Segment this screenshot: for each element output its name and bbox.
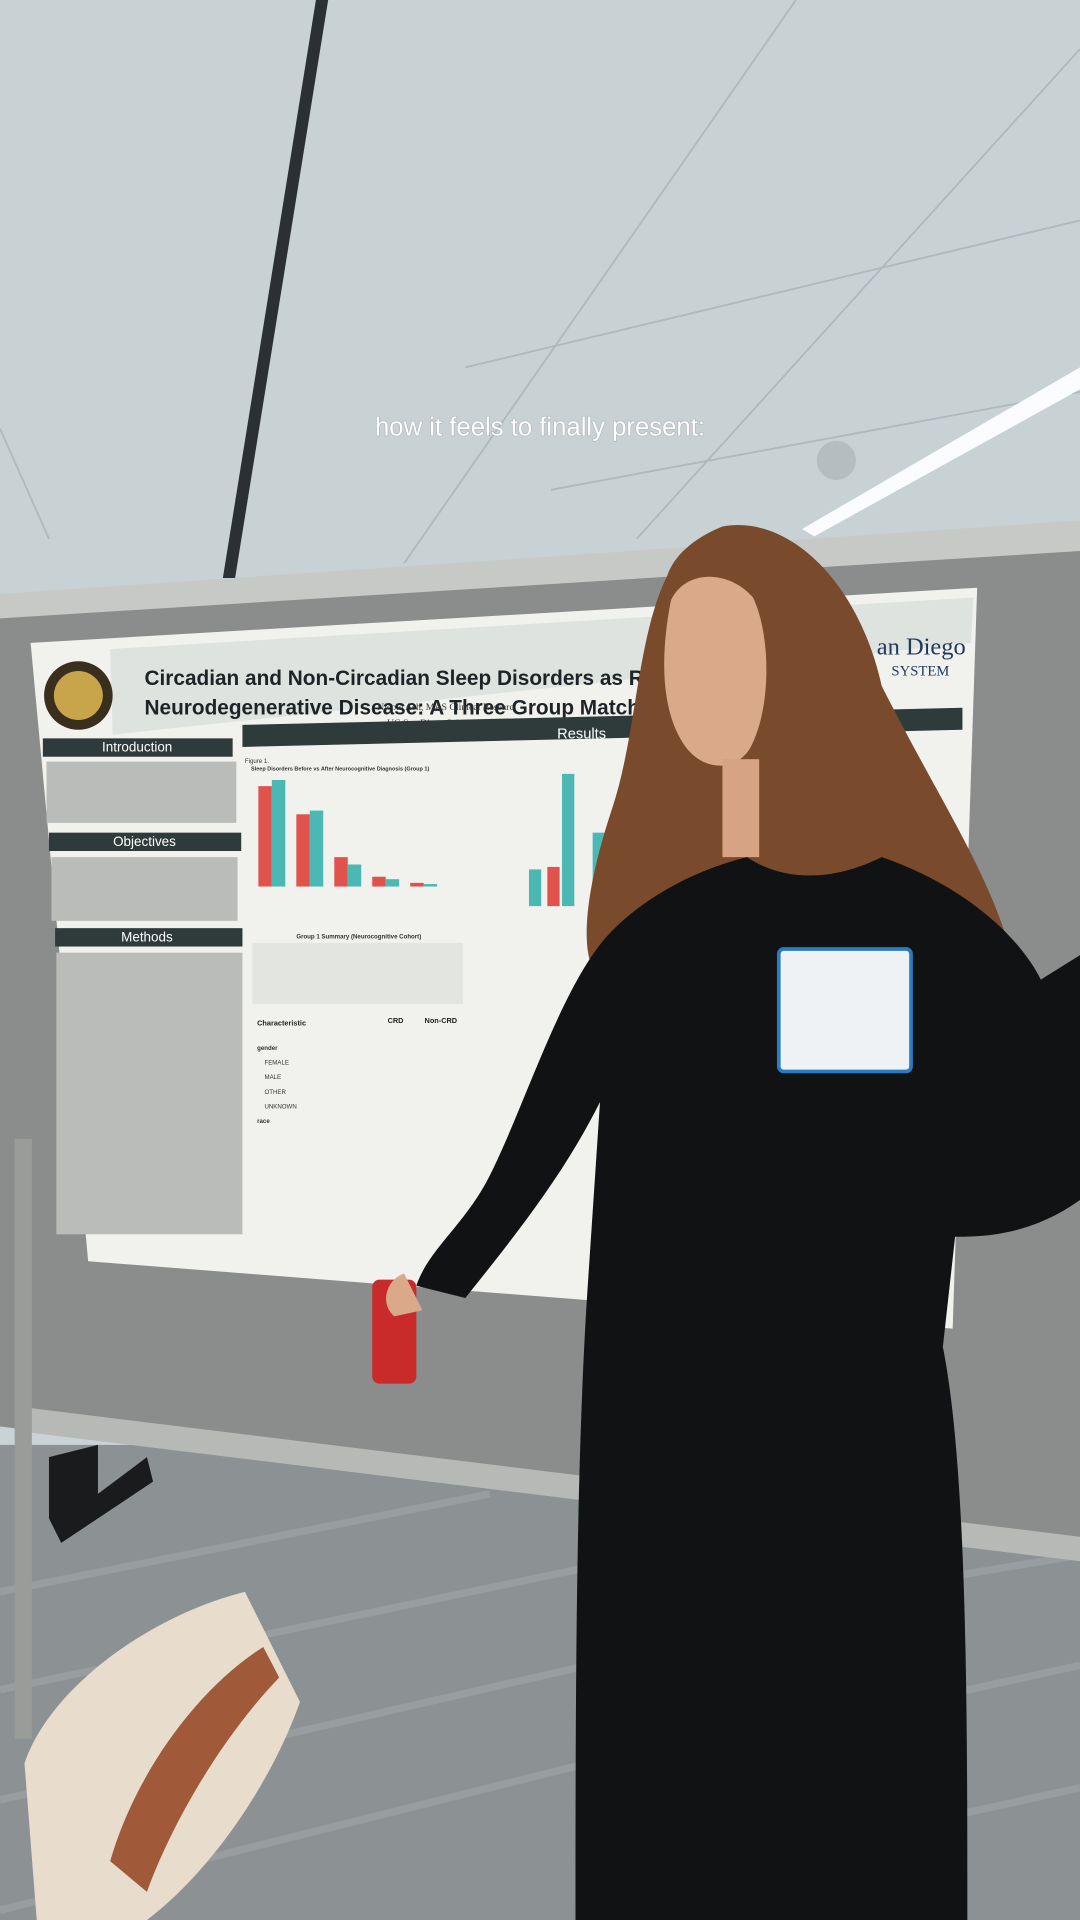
section-bar [48, 832, 242, 852]
table-title: Group 1 Summary (Neurocognitive Cohort) [296, 933, 421, 940]
poster-text-blocks [46, 761, 243, 1235]
face [664, 576, 767, 766]
logo-text: SYSTEM [891, 664, 949, 680]
poster-title: Neurodegenerative Disease: A Three Group… [144, 696, 684, 719]
shoe [48, 1444, 154, 1543]
section-heading: Objectives [113, 834, 176, 849]
hand [386, 1273, 423, 1317]
neck [722, 759, 760, 858]
ceiling-speaker [816, 440, 856, 480]
section-heading: Results [557, 727, 606, 743]
logo-text: an Diego [877, 634, 966, 661]
table-row-label: OTHER [264, 1089, 286, 1096]
table-row-label: MALE [264, 1074, 281, 1081]
board-leg [14, 1138, 32, 1739]
table-block [252, 942, 463, 1005]
ceiling-grid [0, 0, 1080, 564]
figure-title: Sleep Disorders Before vs After Neurocog… [251, 766, 429, 772]
table-row-label: gender [257, 1045, 278, 1052]
table-header: Characteristic [257, 1019, 306, 1028]
section-bar [55, 928, 243, 947]
section-bar [42, 738, 233, 757]
section-heading: Introduction [102, 740, 172, 755]
table-header: Non-CRD [425, 1016, 458, 1025]
poster-title: Circadian and Non-Circadian Sleep Disord… [144, 667, 661, 690]
name-badge [776, 947, 913, 1074]
ceiling [0, 0, 1080, 613]
table-header: CRD [388, 1016, 404, 1025]
board-frame-top [0, 520, 1080, 619]
pillar-edge [222, 0, 329, 578]
table-row-label: FEMALE [264, 1059, 288, 1066]
bag-item [110, 1646, 280, 1892]
outfit [416, 857, 1080, 1920]
section-heading: Methods [121, 930, 173, 945]
poster-author: Nicole Ash, MAS Clinical Researc [377, 702, 514, 713]
uc-seal-inner [53, 671, 103, 720]
figure-label: Figure 1. [245, 758, 269, 765]
table-rows: gender FEMALE MALE OTHER UNKNOWN race [257, 1045, 297, 1125]
table-row-label: UNKNOWN [264, 1104, 296, 1111]
table-row-label: race [257, 1118, 270, 1125]
caption: how it feels to finally present: [375, 413, 705, 441]
ceiling-light [802, 367, 1080, 537]
